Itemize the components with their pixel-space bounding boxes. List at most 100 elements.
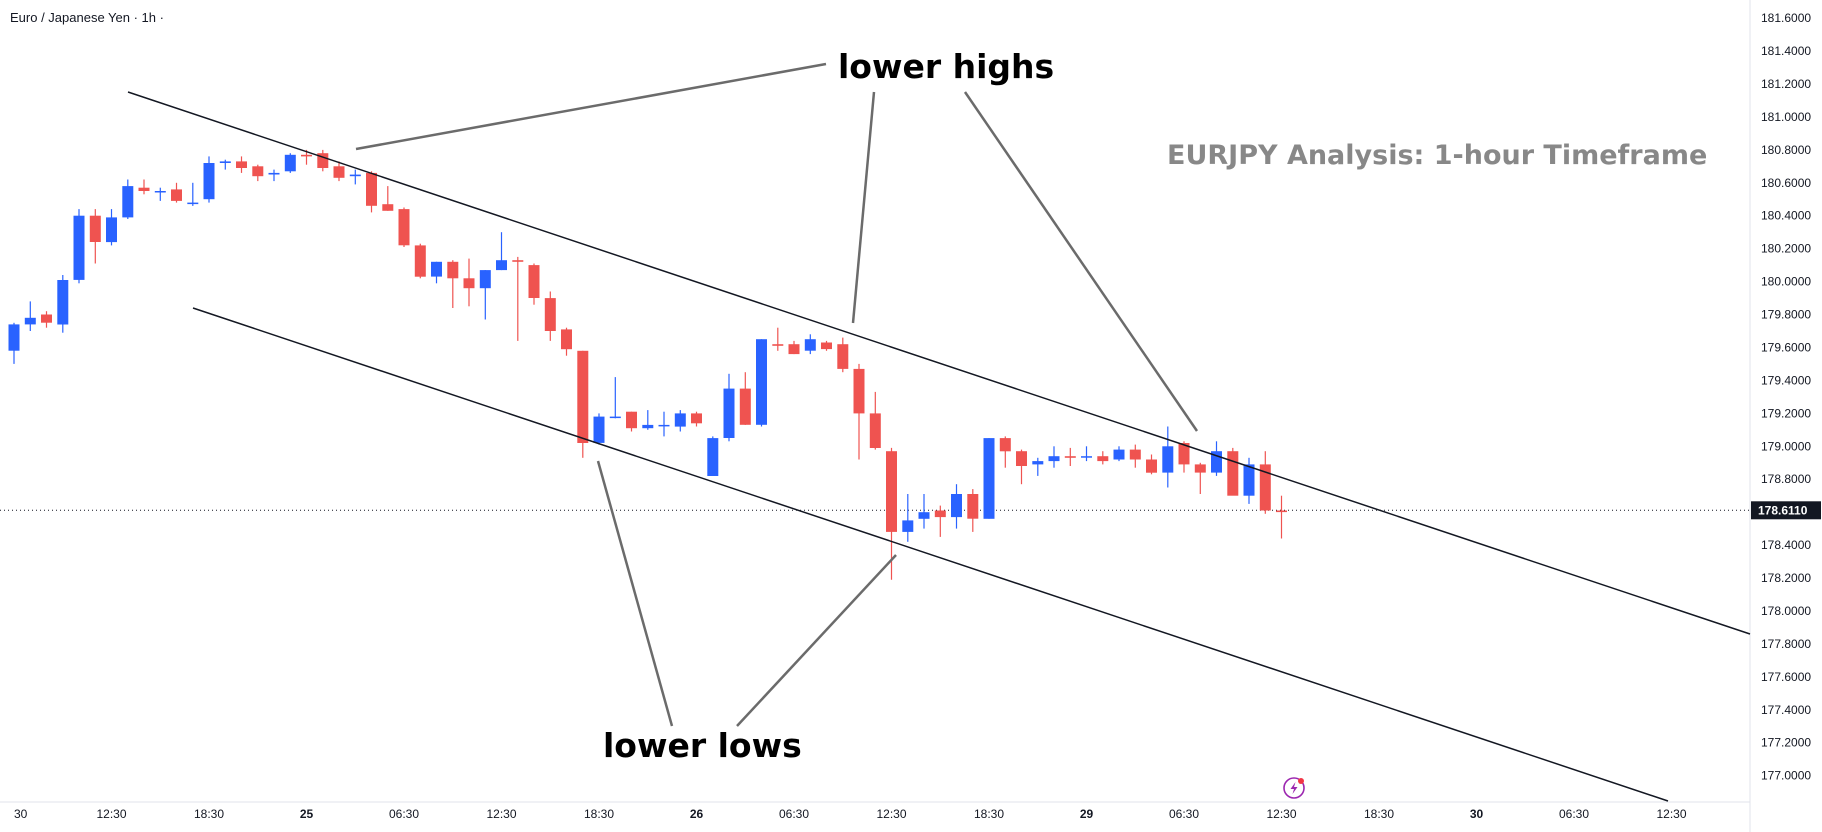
candle-body [463, 278, 475, 289]
y-tick-label: 180.6000 [1761, 176, 1811, 190]
candle [1081, 446, 1092, 462]
candles [8, 149, 1287, 580]
candle-body [837, 344, 849, 369]
candle-body [674, 413, 686, 427]
candle [1211, 441, 1222, 476]
candle [918, 494, 930, 529]
candle-body [626, 411, 637, 429]
lower-highs-pointer-2 [851, 91, 876, 324]
candle-body [1129, 449, 1141, 460]
y-tick-label: 180.8000 [1761, 143, 1811, 157]
candle [1097, 451, 1109, 465]
candle-body [106, 217, 117, 243]
candle-body [366, 172, 377, 206]
candle [626, 411, 637, 432]
candle [772, 327, 784, 351]
candle-body [739, 388, 751, 425]
candle [804, 334, 816, 355]
candle-body [1016, 451, 1027, 466]
y-tick-label: 178.2000 [1761, 571, 1811, 585]
candle [41, 311, 52, 328]
candle [252, 164, 264, 182]
candle-body [479, 270, 491, 289]
candle [707, 436, 719, 476]
candle [561, 327, 572, 356]
y-tick-label: 177.2000 [1761, 736, 1811, 750]
candle-body [1162, 446, 1174, 473]
candle-body [8, 324, 20, 351]
candle-body [707, 438, 719, 476]
y-tick-label: 178.0000 [1761, 604, 1811, 618]
candle-body [577, 350, 589, 443]
candle-body [268, 172, 280, 175]
y-tick-label: 181.0000 [1761, 110, 1811, 124]
time-axis[interactable]: 30 12:30 18:30 25 06:30 12:30 18:30 26 06:30 12:3… [14, 807, 1687, 821]
candle-body [853, 368, 865, 414]
candle-body [236, 161, 247, 168]
candle [512, 256, 524, 341]
candle-body [1276, 510, 1287, 513]
candle [691, 411, 702, 427]
candle-body [57, 280, 69, 325]
y-tick-label: 180.4000 [1761, 209, 1811, 223]
channel-lower-line[interactable] [192, 307, 1669, 802]
candle-body [804, 339, 816, 351]
candle-body [609, 416, 621, 419]
candle-body [1243, 464, 1255, 496]
y-tick-label: 179.4000 [1761, 373, 1811, 387]
candle [1243, 457, 1255, 504]
candle [187, 182, 199, 206]
lower-highs-pointer-1 [355, 62, 827, 151]
y-tick-label: 181.4000 [1761, 44, 1811, 58]
y-tick-label: 177.8000 [1761, 637, 1811, 651]
candle-body [528, 265, 540, 298]
candle-body [1227, 451, 1239, 496]
candle [236, 156, 247, 173]
candle-body [869, 413, 881, 448]
x-tick-label: 30 [1470, 807, 1484, 821]
candle [934, 505, 946, 537]
y-tick-label: 177.0000 [1761, 769, 1811, 783]
candle [1194, 462, 1206, 494]
x-tick-label: 06:30 [1559, 807, 1589, 821]
candle [674, 410, 686, 432]
candle [1276, 495, 1287, 539]
candle [658, 411, 670, 437]
candle [219, 159, 231, 170]
candle-body [788, 344, 800, 355]
y-tick-label: 177.4000 [1761, 703, 1811, 717]
candle-body [138, 187, 150, 191]
candle-body [187, 202, 199, 205]
price-axis[interactable]: 181.6000 181.4000 181.2000 181.0000 180.8000… [1761, 11, 1811, 783]
x-tick-label: 06:30 [779, 807, 809, 821]
x-tick-label: 18:30 [974, 807, 1004, 821]
candle [609, 377, 621, 419]
candle-body [1048, 456, 1060, 462]
candle [951, 484, 962, 529]
candle-body [219, 161, 231, 163]
candle [1178, 441, 1190, 473]
candle [154, 187, 166, 201]
candle-body [1178, 443, 1190, 465]
candle [431, 261, 442, 284]
candle-body [983, 438, 995, 519]
last-price-tag: 178.6110 [1751, 501, 1821, 520]
candle-body [284, 154, 296, 172]
candle-body [317, 153, 329, 168]
y-tick-label: 179.2000 [1761, 406, 1811, 420]
candle-body [154, 191, 166, 193]
candle [723, 373, 735, 442]
candle [1016, 449, 1027, 485]
candle-body [431, 261, 442, 277]
candle [138, 179, 150, 195]
candle [869, 391, 881, 450]
candle [788, 340, 800, 355]
candle-body [723, 388, 735, 438]
x-tick-label: 12:30 [876, 807, 906, 821]
candle-body [24, 317, 36, 325]
lightning-icon[interactable] [1283, 777, 1305, 799]
channel-upper-line[interactable] [127, 91, 1751, 635]
candle-body [821, 342, 832, 350]
y-tick-label: 178.4000 [1761, 538, 1811, 552]
